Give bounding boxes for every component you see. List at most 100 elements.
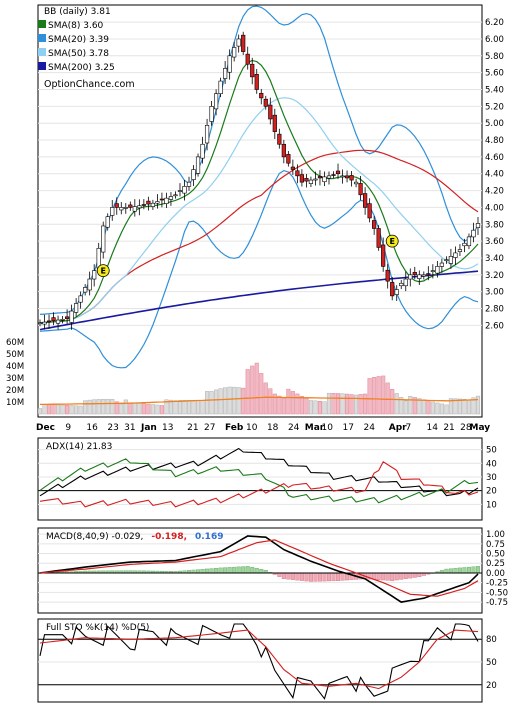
- macd-histogram-bar: [336, 572, 341, 581]
- macd-histogram-bar: [227, 567, 232, 574]
- candle-body: [381, 244, 386, 267]
- volume-bar: [385, 382, 390, 415]
- candle-body: [390, 282, 395, 297]
- macd-histogram-bar: [295, 572, 300, 581]
- candle-body: [186, 181, 192, 187]
- macd-histogram-bar: [205, 568, 210, 574]
- volume-bar: [394, 393, 399, 415]
- x-tick-label: 17: [343, 423, 354, 433]
- volume-average-line: [40, 396, 479, 406]
- legend-sma20-swatch: [38, 34, 46, 42]
- macd-histogram-bar: [209, 568, 214, 574]
- price-tick-label: 4.20: [485, 187, 504, 197]
- candle-body: [290, 166, 295, 170]
- candle-body: [295, 170, 300, 177]
- price-tick-label: 6.20: [485, 18, 504, 28]
- candle-body: [223, 68, 228, 79]
- volume-bar: [254, 362, 259, 415]
- candle-body: [150, 202, 155, 207]
- candle-body: [191, 169, 196, 180]
- volume-bar: [268, 388, 273, 415]
- candle-body: [119, 207, 124, 211]
- candle-body: [444, 259, 449, 261]
- watermark: OptionChance.com: [44, 79, 135, 90]
- volume-bar: [209, 391, 214, 415]
- volume-bar: [128, 402, 133, 415]
- candle-body: [245, 53, 250, 65]
- volume-bar: [417, 398, 422, 415]
- price-tick-label: 3.40: [485, 254, 504, 264]
- volume-bar: [69, 405, 74, 415]
- macd-histogram-bar: [394, 572, 399, 581]
- candle-body: [394, 289, 399, 295]
- volume-bar: [281, 397, 286, 415]
- price-legend: BB (daily) 3.81 SMA(8) 3.60 SMA(20) 3.39…: [38, 7, 135, 90]
- candle-body: [37, 322, 43, 325]
- macd-histogram-bar: [236, 566, 241, 574]
- macd-histogram-bar: [290, 572, 295, 580]
- volume-bar: [322, 401, 327, 415]
- candle-body: [340, 175, 345, 178]
- volume-bar: [123, 399, 128, 415]
- adx-series-line: [39, 461, 479, 508]
- candle-body: [335, 170, 341, 175]
- macd-histogram-bar: [417, 572, 422, 578]
- candle-body: [83, 287, 88, 293]
- x-tick-label: 18: [267, 423, 279, 433]
- volume-bar: [272, 393, 277, 415]
- candle-body: [277, 133, 282, 145]
- macd-histogram-bar: [214, 568, 219, 574]
- candle-body: [128, 204, 133, 208]
- candle-body: [218, 80, 223, 95]
- candle-body: [227, 55, 232, 73]
- volume-tick-label: 40M: [6, 362, 24, 372]
- legend-sma50: SMA(50) 3.78: [48, 49, 109, 59]
- volume-bar: [146, 403, 151, 415]
- x-tick-label: Feb: [225, 423, 244, 433]
- volume-bar: [173, 400, 178, 415]
- volume-bar: [430, 401, 435, 415]
- volume-bar: [367, 378, 372, 415]
- candle-body: [87, 278, 92, 291]
- volume-bar: [466, 399, 472, 415]
- volume-bar: [313, 400, 318, 415]
- x-tick-label: 21: [187, 423, 198, 433]
- volume-bar: [51, 404, 56, 415]
- macd-histogram-bar: [444, 568, 449, 574]
- x-tick-label: 31: [124, 423, 135, 433]
- price-tick-label: 2.60: [485, 321, 504, 331]
- volume-bar: [37, 408, 43, 415]
- volume-bar: [390, 388, 395, 415]
- macd-histogram-bar: [453, 568, 458, 574]
- legend-sma200-swatch: [38, 62, 46, 70]
- earnings-event-circle: [385, 234, 399, 248]
- volume-bar: [65, 404, 70, 415]
- candle-body: [254, 74, 259, 90]
- sma20-line: [39, 97, 479, 324]
- candle-body: [177, 190, 183, 192]
- volume-bar: [177, 400, 183, 415]
- candle-body: [349, 175, 354, 181]
- macd-histogram-bar: [466, 566, 471, 574]
- price-tick-label: 2.80: [485, 305, 504, 315]
- price-tick-label: 3.60: [485, 237, 504, 247]
- tick-label: 80: [486, 635, 497, 645]
- volume-bar: [132, 402, 137, 415]
- candle-body: [331, 174, 336, 176]
- macd-histogram-bar: [381, 572, 386, 581]
- tick-label: 20: [486, 487, 497, 497]
- x-tick-label: Apr: [389, 423, 407, 433]
- candle-body: [55, 319, 61, 324]
- volume-bar: [245, 369, 250, 415]
- candle-body: [399, 282, 404, 287]
- candle-body: [408, 274, 413, 280]
- legend-sma8: SMA(8) 3.60: [48, 21, 104, 31]
- candle-body: [272, 114, 277, 132]
- volume-bar: [56, 404, 61, 415]
- adx-series-line: [39, 447, 479, 497]
- event-markers: EE: [96, 234, 399, 278]
- x-tick-label: 24: [288, 423, 300, 433]
- volume-bar: [263, 382, 268, 415]
- volume-bar: [105, 398, 110, 415]
- candle-body: [430, 270, 435, 272]
